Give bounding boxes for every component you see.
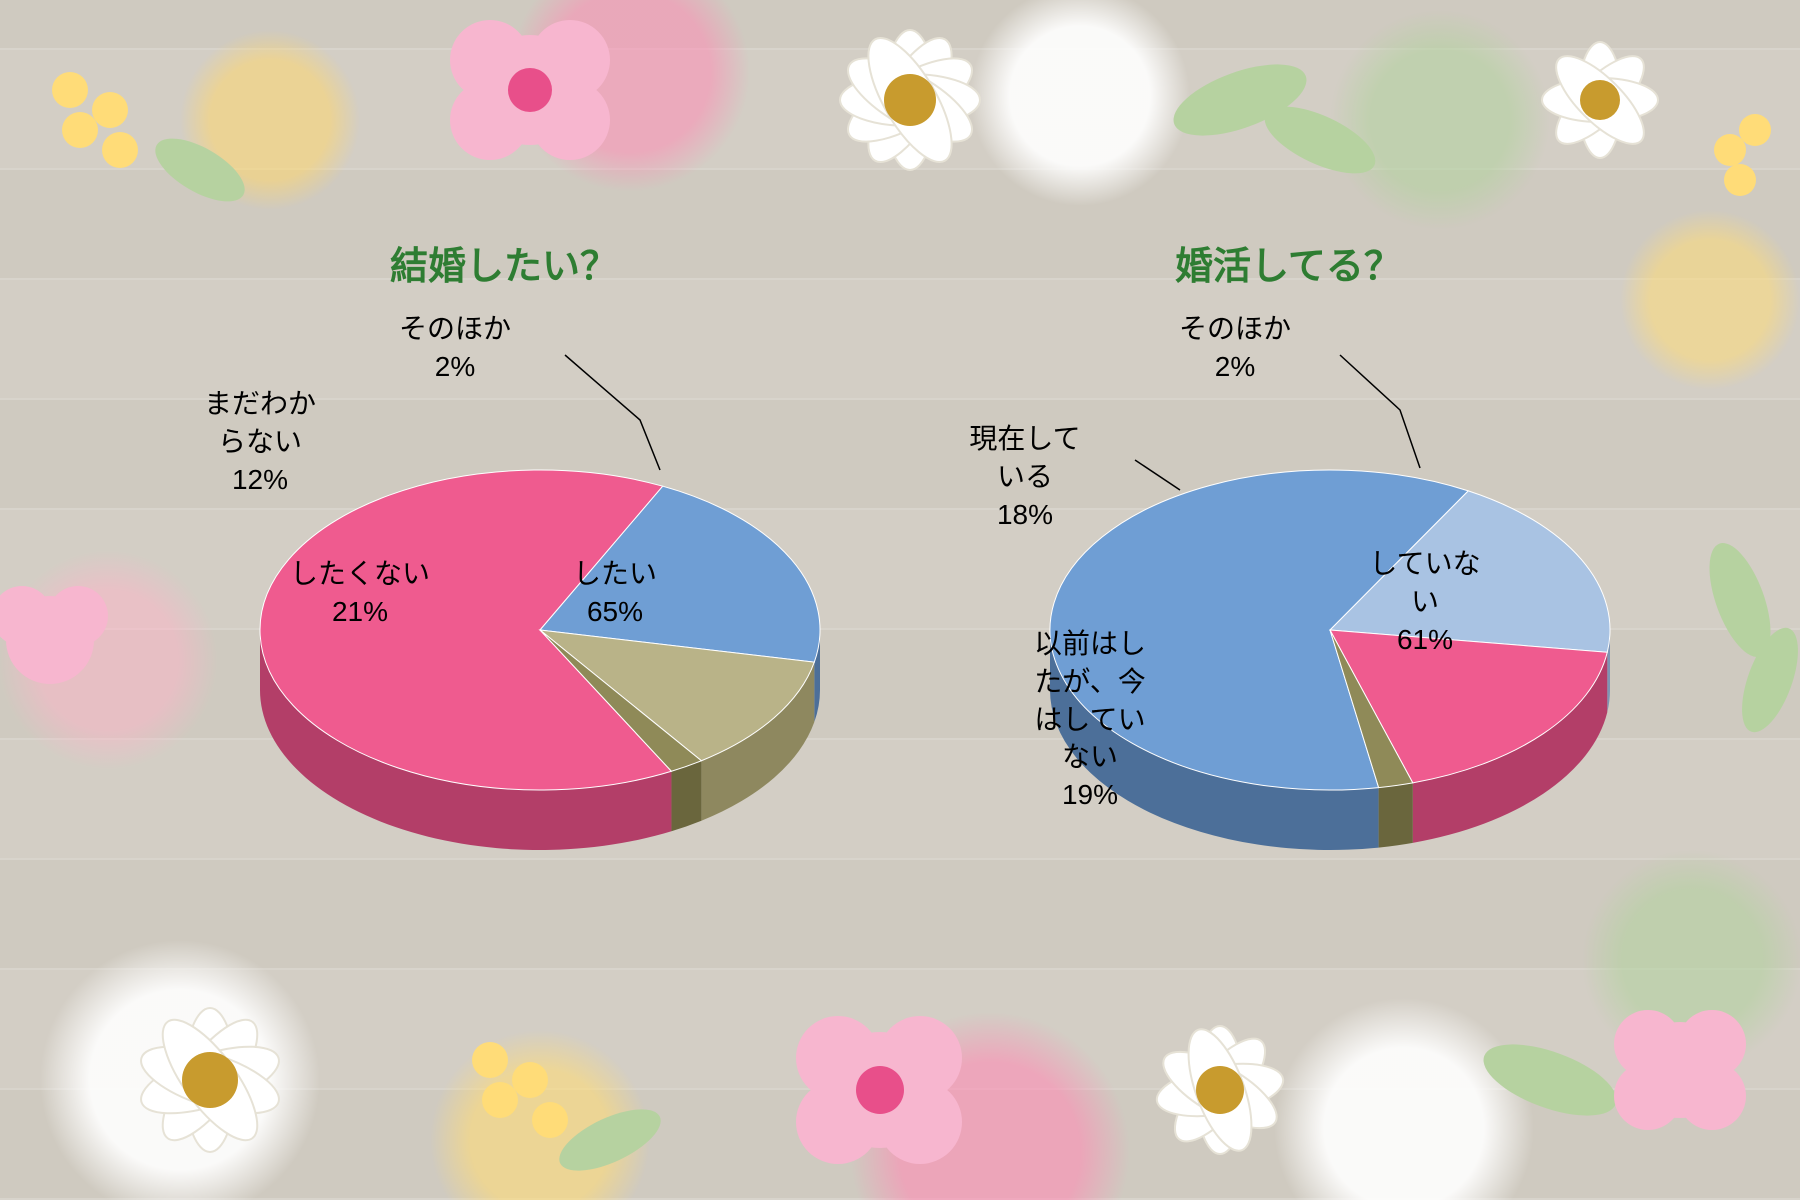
pie-data-label: したい 65% (540, 555, 690, 631)
pie-data-label: まだわか らない 12% (185, 385, 335, 498)
pie-data-label: そのほか 2% (1160, 310, 1310, 386)
pie-data-label: したくない 21% (285, 555, 435, 631)
pie-slice-side (1379, 783, 1413, 848)
infographic-stage: 結婚したい？ 婚活してる？ したい 65%したくない 21%まだわか らない 1… (0, 0, 1800, 1200)
pie-data-label: していな い 61% (1350, 545, 1500, 658)
pie-data-label: 以前はし たが、今 はしてい ない 19% (1015, 625, 1165, 814)
pie-data-label: そのほか 2% (380, 310, 530, 386)
pie-data-label: 現在して いる 18% (950, 420, 1100, 533)
